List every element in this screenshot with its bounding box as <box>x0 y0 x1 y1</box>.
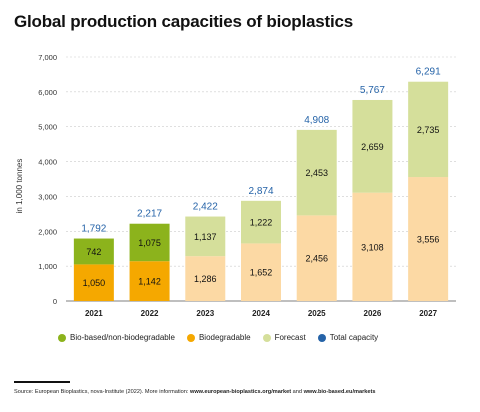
bar-biodegradable <box>241 243 281 301</box>
data-label-biodegradable: 1,050 <box>83 278 106 288</box>
bar-chart: in 1,000 tonnes 0 1,000 2,000 3,000 4,000 5,0… <box>15 53 456 318</box>
legend-label: Total capacity <box>329 333 379 342</box>
y-tick-label: 3,000 <box>38 192 57 201</box>
y-tick-label: 4,000 <box>38 158 57 167</box>
data-label-biodegradable: 3,556 <box>417 235 440 245</box>
total-label: 6,291 <box>416 67 441 78</box>
bar-biodegradable <box>296 215 337 301</box>
data-label-biodegradable: 1,286 <box>194 274 217 284</box>
y-tick-label: 7,000 <box>38 53 57 62</box>
data-label-biobased: 2,659 <box>361 142 384 152</box>
bar-biodegradable <box>129 261 170 301</box>
bar-biobased <box>185 216 226 257</box>
bar-biodegradable <box>408 177 449 301</box>
bar-biobased <box>296 129 337 216</box>
x-tick-label: 2026 <box>364 309 382 318</box>
y-tick-label: 2,000 <box>38 227 57 236</box>
data-label-biobased: 1,075 <box>138 238 161 248</box>
x-tick-label: 2024 <box>252 309 270 318</box>
data-label-biobased: 2,735 <box>417 125 440 135</box>
x-tick-label: 2023 <box>196 309 214 318</box>
bar-biobased <box>241 200 281 244</box>
y-tick-label: 0 <box>53 297 57 306</box>
bar-biobased <box>129 223 170 262</box>
bar-biobased <box>408 81 449 178</box>
legend-item-biodegradable: Biodegradable <box>186 333 251 342</box>
circle-icon <box>58 333 66 342</box>
x-tick-label: 2027 <box>419 309 437 318</box>
total-label: 2,422 <box>193 202 218 213</box>
source-link-biobased[interactable]: www.bio-based.eu/markets <box>303 389 376 395</box>
bar-biodegradable <box>185 256 226 301</box>
total-label: 5,767 <box>360 85 385 96</box>
legend-item-forecast: Forecast <box>262 333 306 342</box>
circle-icon <box>262 333 271 342</box>
bar-biobased <box>73 238 114 265</box>
data-label-biodegradable: 1,652 <box>250 268 273 278</box>
x-tick-label: 2022 <box>141 309 159 318</box>
source-link-market[interactable]: www.european-bioplastics.org/market <box>189 389 292 395</box>
source-text: Source: European Bioplastics, nova-Insti… <box>14 389 190 395</box>
y-axis-label: in 1,000 tonnes <box>15 159 24 214</box>
data-label-biobased: 742 <box>86 247 101 257</box>
bar-biodegradable <box>73 264 114 301</box>
y-tick-label: 5,000 <box>38 123 57 132</box>
total-label: 4,908 <box>304 115 329 126</box>
chart-title: Global production capacities of bioplast… <box>14 12 354 31</box>
total-label: 1,792 <box>81 224 106 235</box>
bar-biodegradable <box>352 192 393 301</box>
data-label-biobased: 1,137 <box>194 232 217 242</box>
x-tick-label: 2025 <box>308 309 326 318</box>
bar-biobased <box>352 99 393 193</box>
legend-item-biobased: Bio-based/non-biodegradable <box>58 333 175 342</box>
data-label-biobased: 2,453 <box>305 168 328 178</box>
y-tick-label: 1,000 <box>38 262 57 271</box>
source-text-and: and <box>291 389 304 395</box>
circle-icon <box>317 333 326 342</box>
source-note: Source: European Bioplastics, nova-Insti… <box>14 389 375 395</box>
data-label-biodegradable: 3,108 <box>361 242 384 252</box>
x-tick-label: 2021 <box>85 309 103 318</box>
circle-icon <box>186 333 195 342</box>
footer-divider <box>14 381 70 383</box>
legend: Bio-based/non-biodegradable Biodegradabl… <box>58 333 378 342</box>
data-label-biodegradable: 2,456 <box>305 254 328 264</box>
y-tick-label: 6,000 <box>38 88 57 97</box>
total-label: 2,874 <box>248 186 273 197</box>
total-label: 2,217 <box>137 209 162 220</box>
legend-label: Bio-based/non-biodegradable <box>70 333 175 342</box>
data-label-biobased: 1,222 <box>250 218 273 228</box>
legend-label: Forecast <box>274 333 306 342</box>
legend-item-total: Total capacity <box>317 333 379 342</box>
data-label-biodegradable: 1,142 <box>138 277 161 287</box>
legend-label: Biodegradable <box>198 333 251 342</box>
